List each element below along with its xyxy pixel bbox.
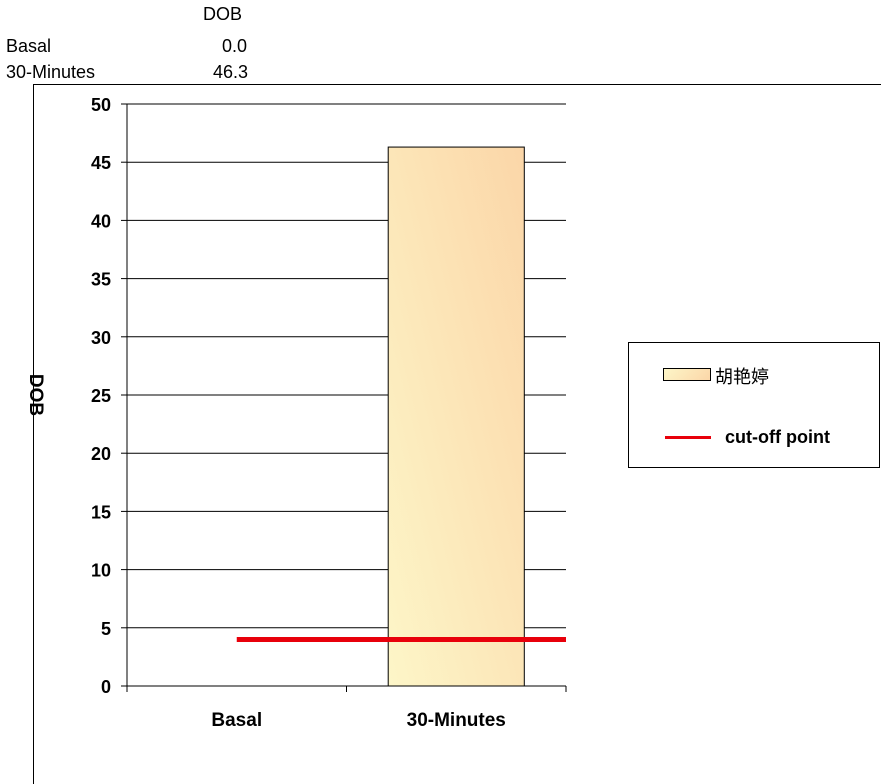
- y-tick-label: 15: [91, 502, 111, 522]
- y-axis-label: DOB: [25, 374, 46, 416]
- x-tick-label: Basal: [211, 710, 262, 731]
- y-tick-label: 40: [91, 211, 111, 231]
- y-tick-label: 45: [91, 153, 111, 173]
- legend-swatch-series: [663, 368, 711, 381]
- legend-label-series: 胡艳婷: [715, 367, 769, 388]
- y-tick-label: 50: [91, 95, 111, 115]
- y-tick-label: 30: [91, 328, 111, 348]
- bar-chart: 0 5 10 15 20 25 30 35 40 45 50 Basal 30-Minutes DOB: [25, 95, 567, 731]
- legend-label-cutoff: cut-off point: [725, 427, 830, 447]
- bar: [387, 146, 525, 687]
- y-tick-label: 10: [91, 561, 111, 581]
- chart-frame: [33, 84, 881, 784]
- data-table: DOB Basal 0.0 30-Minutes 46.3: [0, 0, 260, 84]
- y-tick-label: 5: [101, 619, 111, 639]
- y-tick-label: 35: [91, 270, 111, 290]
- legend: 胡艳婷 cut-off point: [628, 342, 880, 468]
- y-tick-label: 20: [91, 444, 111, 464]
- legend-swatch-cutoff: [665, 436, 711, 439]
- y-tick-label: 25: [91, 386, 111, 406]
- x-tick-label: 30-Minutes: [407, 710, 506, 731]
- data-table-header: DOB: [203, 4, 243, 24]
- data-table-row-label: 30-Minutes: [6, 62, 96, 82]
- data-table-row-value: 0.0: [222, 36, 248, 56]
- data-table-row-label: Basal: [6, 36, 52, 56]
- data-table-row-value: 46.3: [213, 62, 249, 82]
- y-tick-label: 0: [101, 677, 111, 697]
